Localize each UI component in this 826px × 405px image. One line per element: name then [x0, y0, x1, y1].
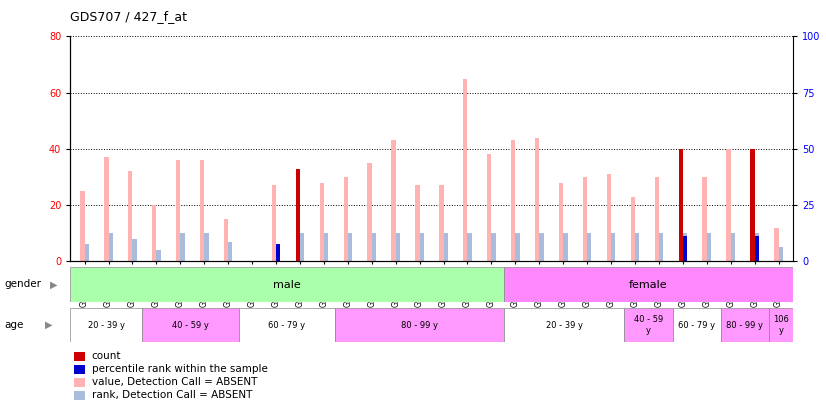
Bar	[726, 149, 731, 261]
Bar	[720, 308, 769, 342]
Bar	[224, 219, 228, 261]
Bar	[491, 233, 496, 261]
Bar	[755, 236, 759, 261]
Text: 40 - 59
y: 40 - 59 y	[634, 315, 663, 335]
Bar	[535, 138, 539, 261]
Bar	[204, 233, 208, 261]
Bar	[372, 233, 376, 261]
Text: 20 - 39 y: 20 - 39 y	[88, 320, 125, 330]
Bar	[504, 267, 793, 302]
Bar	[439, 185, 444, 261]
Text: 40 - 59 y: 40 - 59 y	[173, 320, 209, 330]
Text: GDS707 / 427_f_at: GDS707 / 427_f_at	[70, 10, 188, 23]
Bar	[655, 177, 659, 261]
Text: rank, Detection Call = ABSENT: rank, Detection Call = ABSENT	[92, 390, 252, 400]
Text: 106
y: 106 y	[773, 315, 789, 335]
Bar	[84, 244, 89, 261]
Bar	[750, 196, 755, 261]
Bar	[624, 308, 672, 342]
Bar	[335, 308, 504, 342]
Text: ▶: ▶	[50, 279, 57, 289]
Bar	[228, 241, 232, 261]
Bar	[142, 308, 239, 342]
Text: percentile rank within the sample: percentile rank within the sample	[92, 364, 268, 374]
Bar	[296, 168, 300, 261]
Bar	[750, 149, 755, 261]
Bar	[348, 233, 352, 261]
Bar	[444, 233, 448, 261]
Bar	[659, 233, 663, 261]
Bar	[176, 160, 180, 261]
Bar	[104, 157, 108, 261]
Bar	[755, 233, 759, 261]
Bar	[563, 233, 567, 261]
Bar	[635, 233, 639, 261]
Bar	[511, 141, 515, 261]
Bar	[631, 196, 635, 261]
Bar	[70, 267, 504, 302]
Bar	[296, 168, 300, 261]
Bar	[672, 308, 720, 342]
Bar	[324, 233, 328, 261]
Text: 20 - 39 y: 20 - 39 y	[546, 320, 582, 330]
Text: male: male	[273, 279, 301, 290]
Bar	[276, 247, 280, 261]
Bar	[200, 160, 204, 261]
Bar	[272, 185, 276, 261]
Bar	[683, 236, 687, 261]
Bar	[707, 233, 711, 261]
Bar	[774, 228, 779, 261]
Bar	[320, 183, 324, 261]
Bar	[368, 163, 372, 261]
Bar	[769, 308, 793, 342]
Bar	[420, 233, 424, 261]
Text: female: female	[629, 279, 667, 290]
Bar	[611, 233, 615, 261]
Bar	[607, 174, 611, 261]
Bar	[587, 233, 591, 261]
Bar	[559, 183, 563, 261]
Bar	[128, 171, 132, 261]
Bar	[583, 177, 587, 261]
Bar	[504, 308, 624, 342]
Bar	[679, 149, 683, 261]
Bar	[239, 308, 335, 342]
Bar	[276, 244, 280, 261]
Bar	[132, 239, 137, 261]
Text: 60 - 79 y: 60 - 79 y	[268, 320, 306, 330]
Bar	[156, 250, 161, 261]
Bar	[487, 154, 491, 261]
Bar	[80, 191, 84, 261]
Bar	[108, 233, 113, 261]
Bar	[463, 79, 468, 261]
Bar	[396, 233, 400, 261]
Bar	[344, 177, 348, 261]
Text: gender: gender	[4, 279, 41, 289]
Bar	[515, 233, 520, 261]
Bar	[415, 185, 420, 261]
Text: 60 - 79 y: 60 - 79 y	[678, 320, 715, 330]
Bar	[683, 233, 687, 261]
Bar	[70, 308, 142, 342]
Text: ▶: ▶	[45, 320, 53, 330]
Bar	[779, 247, 783, 261]
Text: value, Detection Call = ABSENT: value, Detection Call = ABSENT	[92, 377, 257, 387]
Bar	[392, 141, 396, 261]
Bar	[468, 233, 472, 261]
Bar	[679, 149, 683, 261]
Bar	[731, 233, 735, 261]
Bar	[152, 205, 156, 261]
Bar	[300, 233, 304, 261]
Bar	[702, 177, 707, 261]
Text: 80 - 99 y: 80 - 99 y	[401, 320, 438, 330]
Text: count: count	[92, 352, 121, 361]
Bar	[539, 233, 544, 261]
Bar	[180, 233, 184, 261]
Text: 80 - 99 y: 80 - 99 y	[726, 320, 763, 330]
Text: age: age	[4, 320, 23, 330]
